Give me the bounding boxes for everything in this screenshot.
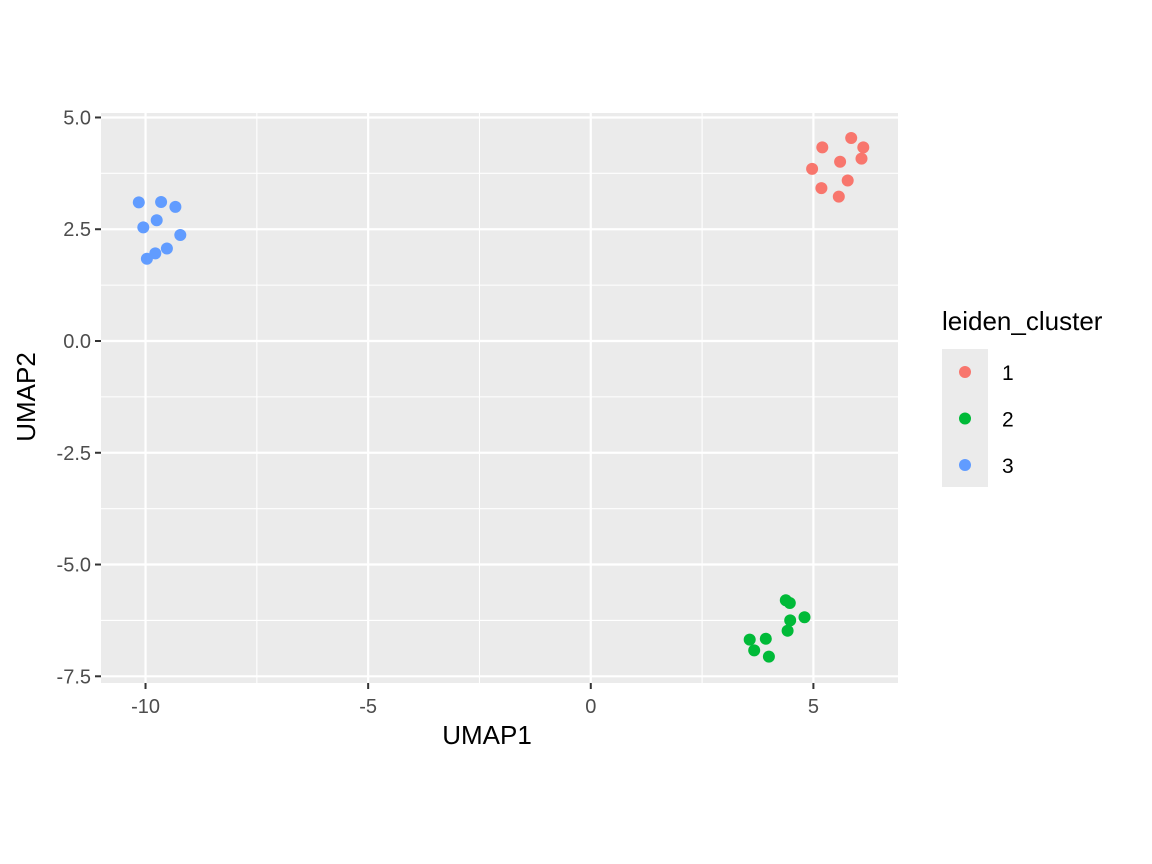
y-tick-label: -2.5 bbox=[57, 443, 91, 465]
data-point-cluster-1 bbox=[834, 155, 847, 168]
legend-title: leiden_cluster bbox=[942, 306, 1103, 336]
data-point-cluster-2 bbox=[783, 597, 796, 609]
data-point-cluster-1 bbox=[832, 190, 845, 203]
data-point-cluster-1 bbox=[816, 141, 829, 154]
data-point-cluster-2 bbox=[781, 624, 794, 637]
data-point-cluster-2 bbox=[762, 650, 775, 663]
data-point-cluster-2 bbox=[748, 644, 761, 657]
y-tick-label: 5.0 bbox=[63, 107, 91, 129]
legend-label-cluster-2: 2 bbox=[1002, 409, 1014, 432]
data-point-cluster-3 bbox=[160, 242, 173, 255]
x-axis-title: UMAP1 bbox=[442, 720, 532, 750]
data-point-cluster-3 bbox=[169, 200, 182, 213]
data-point-cluster-1 bbox=[806, 162, 819, 175]
x-tick-label: 5 bbox=[808, 696, 819, 718]
y-tick-label: 2.5 bbox=[63, 219, 91, 241]
data-point-cluster-3 bbox=[137, 221, 150, 234]
data-point-cluster-3 bbox=[174, 229, 187, 241]
data-point-cluster-1 bbox=[845, 132, 858, 144]
data-point-cluster-2 bbox=[743, 633, 756, 646]
legend: leiden_cluster 1 2 3 bbox=[942, 306, 1103, 487]
y-tick-label: -7.5 bbox=[57, 666, 91, 688]
y-tick-label: -5.0 bbox=[57, 555, 91, 577]
plot-panel bbox=[101, 113, 898, 683]
data-point-cluster-1 bbox=[855, 152, 868, 165]
legend-label-cluster-3: 3 bbox=[1002, 455, 1014, 478]
legend-items: 1 2 3 bbox=[959, 362, 1014, 478]
x-tick-label: -5 bbox=[359, 696, 377, 718]
grid-lines bbox=[101, 113, 898, 683]
data-point-cluster-1 bbox=[841, 174, 854, 187]
data-points bbox=[132, 132, 870, 663]
data-point-cluster-3 bbox=[140, 252, 153, 265]
y-axis-title: UMAP2 bbox=[11, 352, 41, 442]
data-point-cluster-2 bbox=[759, 632, 772, 645]
data-point-cluster-3 bbox=[132, 196, 145, 209]
x-tick-label: 0 bbox=[585, 696, 596, 718]
data-point-cluster-1 bbox=[857, 141, 870, 154]
legend-label-cluster-1: 1 bbox=[1002, 362, 1014, 385]
data-point-cluster-3 bbox=[150, 214, 163, 227]
data-point-cluster-1 bbox=[815, 182, 828, 195]
legend-key-cluster-1 bbox=[959, 366, 971, 378]
axes: -10 -5 0 5 5.0 2.5 0.0 -2.5 -5.0 -7.5 bbox=[57, 107, 819, 718]
legend-key-cluster-2 bbox=[959, 412, 971, 425]
x-tick-label: -10 bbox=[131, 696, 160, 718]
data-point-cluster-3 bbox=[155, 196, 168, 208]
data-point-cluster-2 bbox=[784, 614, 797, 627]
legend-key-cluster-3 bbox=[959, 459, 971, 471]
data-point-cluster-2 bbox=[798, 611, 811, 624]
y-tick-label: 0.0 bbox=[63, 331, 91, 353]
